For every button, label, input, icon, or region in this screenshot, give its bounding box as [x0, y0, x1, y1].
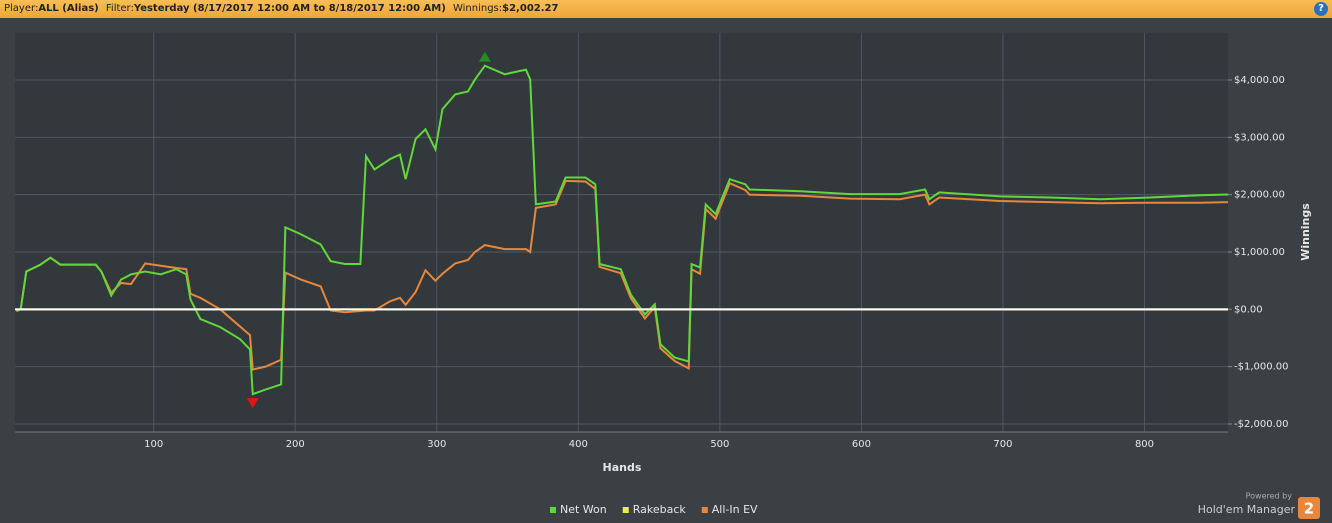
label: Player: — [4, 3, 39, 14]
y-tick-label: $4,000.00 — [1234, 75, 1285, 86]
label: Winnings: — [452, 3, 503, 14]
x-tick-label: 500 — [710, 439, 729, 450]
winnings: $2,002.27 — [502, 3, 559, 14]
x-tick-label: 300 — [427, 439, 446, 450]
y-axis-title: Winnings — [1299, 203, 1312, 261]
label: Filter: — [105, 3, 134, 14]
filter-bar: Player:ALL (Alias) Filter:Yesterday (8/1… — [0, 0, 1332, 18]
x-tick-label: 200 — [286, 439, 305, 450]
x-tick-label: 100 — [144, 439, 163, 450]
x-tick-label: 800 — [1135, 439, 1154, 450]
y-tick-label: -$2,000.00 — [1234, 419, 1289, 430]
brand-logo — [1298, 497, 1320, 519]
y-tick-label: $2,000.00 — [1234, 190, 1285, 201]
help-button[interactable]: ? — [1314, 2, 1328, 16]
x-tick-label: 600 — [852, 439, 871, 450]
series-line — [16, 64, 1229, 396]
x-axis-title: Hands — [603, 461, 642, 474]
brand-version: 2 — [1304, 500, 1314, 518]
brand-name: Hold'em Manager — [1198, 503, 1296, 516]
x-tick-label: 700 — [993, 439, 1012, 450]
y-tick-label: $1,000.00 — [1234, 247, 1285, 258]
trough-marker — [246, 398, 259, 409]
y-tick-label: $3,000.00 — [1234, 132, 1285, 143]
series-line — [16, 179, 1229, 371]
legend-label: Rakeback — [633, 503, 687, 516]
chart: Hands Winnings Powered by Hold'em Manage… — [15, 33, 1320, 519]
x-tick-label: 400 — [569, 439, 588, 450]
peak-marker — [478, 51, 491, 62]
plot-area — [15, 33, 1228, 432]
legend-label: Net Won — [560, 503, 607, 516]
legend-swatch — [701, 507, 708, 513]
y-tick-label: -$1,000.00 — [1234, 362, 1289, 373]
legend-swatch — [622, 507, 629, 513]
legend-label: All-In EV — [712, 503, 758, 516]
legend-swatch — [550, 507, 556, 513]
y-tick-label: $0.00 — [1234, 304, 1263, 315]
player: ALL (Alias) — [38, 3, 99, 14]
brand-powered: Powered by — [1246, 492, 1293, 501]
filter: Yesterday (8/17/2017 12:00 AM to 8/18/20… — [133, 3, 446, 14]
